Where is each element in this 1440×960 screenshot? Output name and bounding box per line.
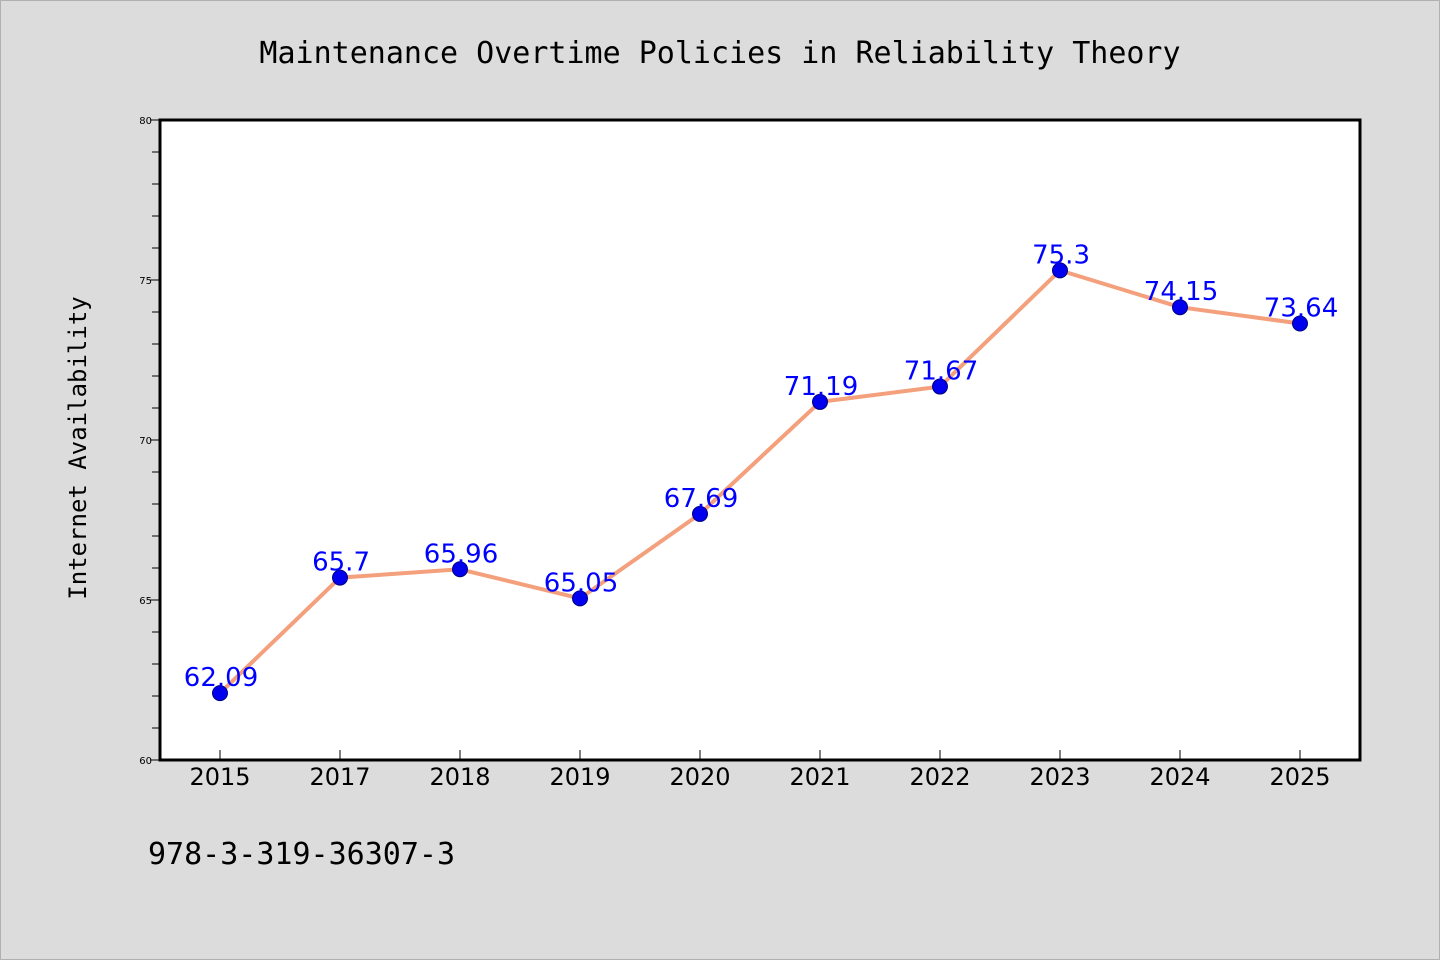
plot-frame [158,118,1362,762]
x-tick-label: 2020 [669,763,730,791]
data-point-marker [1172,299,1188,316]
x-tick-label: 2024 [1149,763,1210,791]
isbn-annotation: 978-3-319-36307-3 [148,837,455,872]
x-tick-label: 2017 [309,763,370,791]
y-axis-label: Internet Availability [64,296,92,599]
data-labels: 62.09 65.7 65.96 65.05 67.69 71.19 71.67 75.3 74… [184,240,1338,693]
data-point-marker [572,590,588,607]
data-point-marker [932,378,948,395]
x-tick-label: 2025 [1269,763,1330,791]
y-tick-label: 65 [139,596,152,607]
data-point-marker [1052,262,1068,279]
data-label: 74.15 [1144,277,1218,307]
data-label: 62.09 [184,663,258,693]
x-tick-label: 2022 [909,763,970,791]
series-line [218,268,1302,696]
data-label: 67.69 [664,484,738,514]
data-label: 71.67 [904,357,978,387]
data-label: 73.64 [1264,294,1338,324]
data-point-marker [812,393,828,410]
data-label: 65.96 [424,539,498,569]
data-point-marker [452,561,468,578]
x-tick-label: 2019 [549,763,610,791]
data-point-marker [1292,315,1308,332]
series-markers [212,262,1308,702]
data-point-marker [332,569,348,586]
x-tick-label: 2021 [789,763,850,791]
x-tick-label: 2018 [429,763,490,791]
x-tick-label: 2015 [189,763,250,791]
plot-area [160,120,1360,760]
data-point-marker [212,685,228,702]
x-axis: 2015 2017 2018 2019 2020 2021 2022 2023 2024 2025 [189,750,1331,791]
y-tick-label: 75 [139,276,152,287]
data-label: 75.3 [1032,240,1090,270]
chart-title: Maintenance Overtime Policies in Reliabi… [259,36,1180,71]
data-label: 65.05 [544,568,618,598]
y-tick-label: 80 [139,116,152,127]
data-point-marker [692,505,708,522]
data-label: 71.19 [784,372,858,402]
x-tick-label: 2023 [1029,763,1090,791]
data-label: 65.7 [312,548,370,578]
y-tick-label: 70 [139,436,152,447]
y-tick-label: 60 [139,756,152,767]
